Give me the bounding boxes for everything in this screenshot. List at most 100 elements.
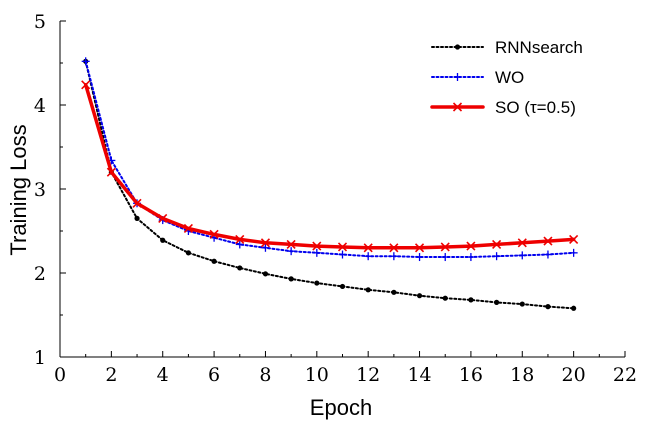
- data-point: [81, 57, 90, 66]
- x-stroke-b: [452, 102, 463, 112]
- x-stroke-b: [492, 239, 502, 250]
- x-axis-title: Epoch: [310, 395, 372, 420]
- data-point: [416, 293, 423, 299]
- data-point: [262, 271, 269, 277]
- data-point: [106, 167, 116, 177]
- series-line: [84, 60, 575, 310]
- legend-label: SO (τ=0.5): [495, 98, 576, 117]
- data-point: [211, 258, 217, 264]
- x-stroke-b: [414, 243, 425, 253]
- data-point: [209, 229, 219, 239]
- data-point: [466, 241, 476, 251]
- x-tick-label: 16: [459, 364, 483, 386]
- x-stroke-b: [337, 242, 348, 252]
- x-stroke-b: [235, 234, 245, 244]
- data-point: [160, 237, 166, 243]
- legend: RNNsearch WO SO (τ=0.5): [430, 38, 583, 117]
- legend-label: WO: [495, 68, 524, 87]
- x-stroke-b: [132, 198, 142, 208]
- series-0: [83, 58, 577, 311]
- series-line: [83, 83, 576, 250]
- data-point: [261, 243, 270, 252]
- data-point: [237, 265, 243, 271]
- legend-marker: [452, 102, 463, 112]
- data-point: [183, 223, 193, 234]
- legend-marker: [454, 44, 461, 50]
- x-tick-label: 18: [510, 364, 534, 386]
- x-stroke-b: [312, 241, 322, 251]
- data-point: [389, 252, 398, 261]
- x-tick-label: 6: [208, 364, 220, 386]
- series-1: [81, 57, 578, 262]
- data-point: [339, 283, 346, 290]
- data-point: [364, 252, 373, 261]
- x-tick-label: 14: [407, 364, 431, 386]
- data-point: [389, 243, 399, 253]
- x-stroke-b: [183, 223, 193, 234]
- data-point: [517, 238, 527, 248]
- data-point: [569, 234, 579, 244]
- data-point: [235, 240, 244, 249]
- data-point: [312, 241, 322, 251]
- x-stroke-b: [81, 80, 91, 90]
- data-point: [415, 253, 424, 262]
- x-stroke-b: [363, 243, 373, 253]
- data-point: [337, 242, 348, 252]
- data-point: [442, 295, 448, 301]
- x-stroke-b: [466, 241, 476, 251]
- series-layer: [81, 57, 579, 311]
- x-tick-label: 20: [562, 364, 586, 386]
- series-2: [81, 80, 579, 253]
- y-axis-title: Training Loss: [6, 124, 31, 255]
- data-point: [466, 253, 475, 262]
- data-point: [518, 251, 527, 260]
- data-point: [287, 247, 296, 256]
- data-point: [363, 243, 373, 253]
- data-point: [312, 248, 321, 257]
- data-point: [132, 198, 142, 208]
- data-point: [185, 250, 192, 256]
- x-tick-label: 12: [356, 364, 380, 386]
- series-line: [84, 60, 575, 258]
- data-point: [569, 248, 578, 257]
- x-tick-label: 10: [305, 364, 329, 386]
- data-point: [468, 297, 474, 303]
- y-tick-label: 2: [34, 263, 46, 285]
- x-stroke-b: [543, 236, 553, 246]
- y-tick-label: 4: [34, 95, 46, 117]
- data-point: [365, 287, 371, 293]
- x-tick-label: 2: [105, 364, 117, 386]
- data-point: [260, 238, 271, 248]
- x-tick-label: 0: [54, 364, 66, 386]
- data-point: [493, 299, 500, 305]
- x-stroke-b: [106, 167, 116, 177]
- x-stroke-b: [517, 238, 527, 248]
- data-point: [545, 304, 551, 310]
- data-point: [288, 276, 294, 282]
- data-point: [134, 215, 140, 221]
- x-stroke-b: [260, 238, 271, 248]
- data-point: [81, 80, 91, 90]
- data-point: [314, 280, 320, 286]
- data-point: [440, 242, 450, 252]
- data-point: [235, 234, 245, 244]
- y-tick-label: 1: [34, 347, 46, 369]
- data-point: [543, 236, 553, 246]
- data-point: [519, 301, 525, 307]
- legend-marker: [453, 73, 462, 81]
- data-point: [571, 305, 577, 311]
- data-point: [158, 213, 168, 223]
- y-tick-label: 5: [34, 11, 46, 33]
- data-point: [391, 289, 397, 295]
- data-point: [338, 250, 347, 259]
- legend-label: RNNsearch: [495, 38, 583, 57]
- x-tick-label: 8: [259, 364, 271, 386]
- x-stroke-b: [569, 234, 579, 244]
- x-tick-label: 4: [157, 364, 169, 386]
- y-tick-label: 3: [34, 179, 46, 201]
- data-point: [543, 250, 552, 259]
- x-stroke-b: [440, 242, 450, 252]
- x-stroke-b: [158, 213, 168, 223]
